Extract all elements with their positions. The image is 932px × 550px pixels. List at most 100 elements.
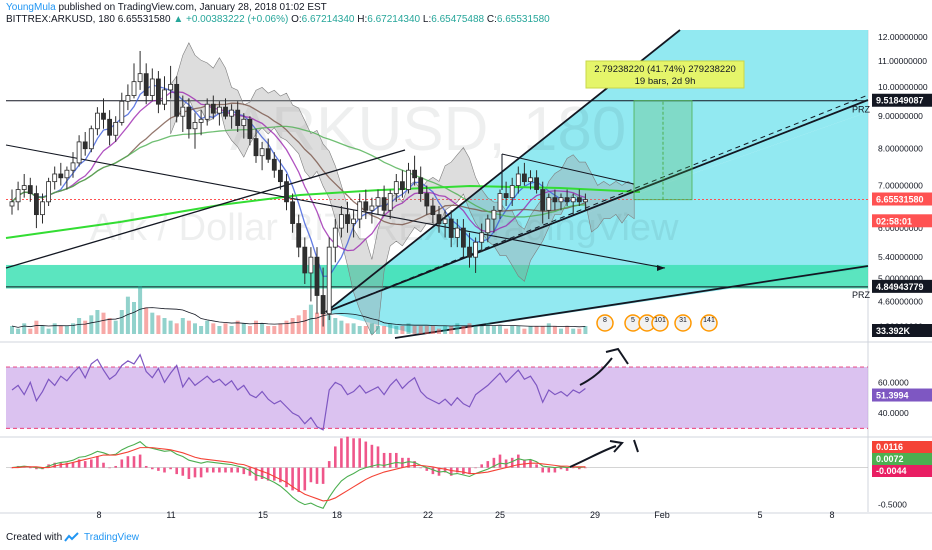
candle-body: [198, 118, 204, 123]
macd-histogram-bar: [358, 438, 361, 468]
macd-histogram-bar: [565, 467, 569, 471]
macd-histogram-bar: [492, 457, 496, 468]
candle-body: [131, 81, 137, 96]
macd-histogram-bar: [382, 452, 386, 468]
rsi-tag-bg: [872, 388, 932, 402]
macd-histogram-bar: [279, 467, 282, 483]
ichimoku-cloud: [170, 42, 635, 336]
macd-histogram-bar: [285, 467, 288, 488]
macd-histogram-bar: [65, 462, 69, 468]
macd-histogram-bar: [53, 462, 56, 468]
candle-body: [442, 218, 448, 224]
candle-body: [473, 241, 479, 258]
tradingview-brand[interactable]: TradingView: [84, 532, 140, 543]
candle-body: [119, 100, 125, 123]
candle-body: [528, 177, 533, 183]
macd-histogram-bar: [108, 467, 111, 469]
candle-body: [381, 197, 387, 211]
volume-bar: [150, 312, 155, 334]
macd-histogram-bar: [224, 467, 227, 473]
candle-body: [101, 112, 106, 120]
macd-histogram-bar: [553, 467, 557, 473]
macd-histogram-bar: [315, 467, 319, 484]
volume-bar: [461, 326, 466, 334]
candle-body: [290, 201, 296, 224]
macd-histogram-bar: [181, 467, 185, 476]
volume-bar: [412, 326, 417, 334]
candle-body: [345, 214, 350, 224]
volume-bar: [363, 326, 368, 334]
candle-body: [265, 148, 271, 160]
candle-body: [418, 177, 424, 194]
macd-histogram-bar: [230, 467, 233, 473]
volume-bar: [217, 326, 222, 334]
volume-bar: [211, 323, 216, 334]
tradingview-logo-icon: [64, 532, 79, 542]
candle-body: [503, 193, 509, 199]
candle-body: [576, 197, 582, 203]
candle-body: [326, 246, 332, 315]
macd-histogram-bar: [102, 462, 105, 468]
macd-histogram-bar: [462, 467, 465, 475]
time-tick-label: 5: [757, 510, 762, 520]
rsi-band: [6, 367, 868, 429]
macd-histogram-bar: [175, 467, 178, 475]
price-tag-text: 6.65531580: [876, 194, 924, 204]
macd-histogram-bar: [407, 457, 410, 468]
rsi-value-tag: 51.3994: [872, 388, 932, 402]
volume-bar: [156, 315, 161, 334]
volume-bar: [565, 326, 570, 334]
event-icon: [674, 314, 692, 332]
event-count: 9: [645, 317, 649, 324]
volume-bar: [406, 323, 411, 334]
macd-histogram-bar: [163, 467, 166, 473]
candle-body: [223, 106, 228, 117]
price-tag-bg: [872, 93, 932, 107]
candle-body: [168, 83, 174, 91]
macd-value-tag: -0.0044: [872, 465, 932, 477]
price-change: ▲ +0.00383222 (+0.06%): [173, 14, 289, 25]
macd-tick-label: -0.5000: [878, 500, 907, 510]
candle-body: [95, 112, 100, 130]
candle-body: [375, 197, 381, 207]
volume-bar: [83, 320, 88, 334]
volume-bar: [186, 320, 191, 334]
measure-label-bg: [585, 60, 745, 89]
volume-bar: [357, 326, 362, 334]
symbol-header: BITTREX:ARKUSD, 180 6.65531580 ▲ +0.0038…: [6, 14, 550, 25]
candle-body: [406, 169, 411, 190]
event-icon: [700, 314, 718, 332]
volume-bar: [10, 326, 14, 334]
volume-bar: [333, 318, 338, 334]
volume-bar: [308, 304, 313, 334]
volume-bar: [290, 318, 295, 334]
macd-histogram-bar: [309, 467, 313, 483]
candle-body: [351, 218, 357, 224]
volume-bar: [101, 312, 106, 334]
candle-body: [113, 122, 119, 136]
macd-tag-bg: [872, 441, 932, 453]
open-value: 6.67214340: [301, 14, 355, 25]
candle-body: [387, 193, 393, 211]
macd-line: [11, 441, 586, 509]
event-icon: [596, 314, 614, 332]
author-name[interactable]: YoungMula: [6, 2, 56, 13]
event-count: 5: [631, 317, 635, 324]
macd-histogram-bar: [291, 467, 294, 491]
candle-body: [58, 173, 64, 179]
volume-bar: [394, 326, 399, 334]
volume-tag-text: 33.392K: [876, 326, 911, 336]
measure-label-line1: 2.79238220 (41.74%) 279238220: [594, 64, 736, 75]
volume-bar: [504, 328, 509, 334]
macd-histogram-bar: [395, 452, 398, 468]
candle-body: [522, 173, 527, 183]
macd-tag-text: -0.0044: [876, 466, 907, 476]
price-tag-text: 9.51849087: [876, 96, 924, 106]
candle-body: [149, 78, 155, 96]
volume-bar: [534, 326, 539, 334]
macd-histogram-bar: [340, 438, 343, 468]
candle-body: [174, 83, 180, 117]
price-tick-label: 5.40000000: [878, 252, 923, 262]
candle-body: [277, 169, 283, 183]
